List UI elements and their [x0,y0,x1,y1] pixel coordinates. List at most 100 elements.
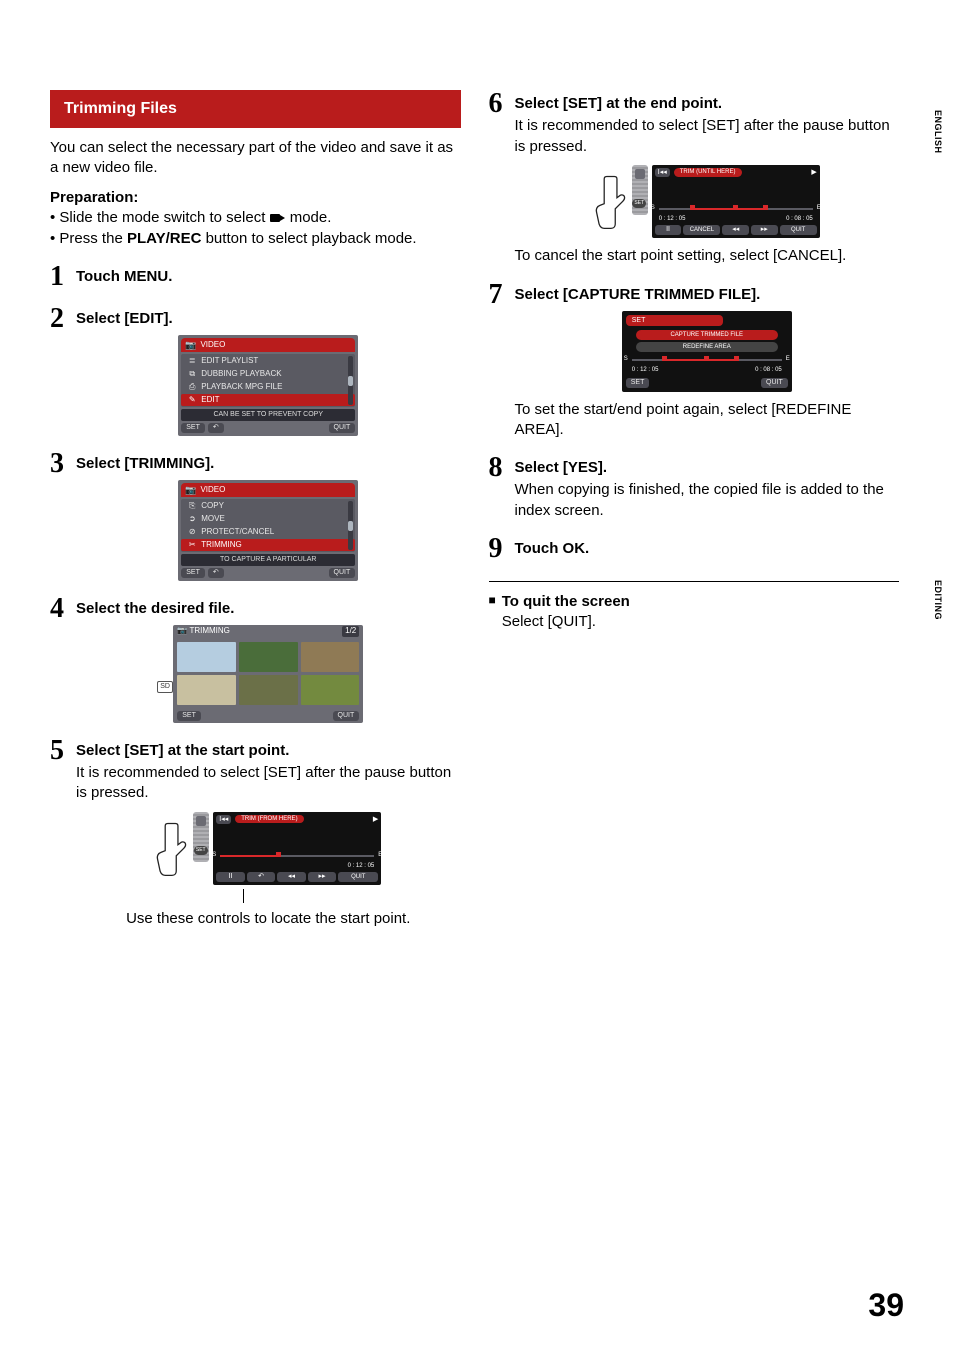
side-tab-language: ENGLISH [932,110,944,154]
ui-hint: TO CAPTURE A PARTICULAR [181,554,355,565]
touch-sidebar[interactable]: SET [193,812,209,862]
quit-button[interactable]: QUIT [329,423,356,433]
thumbnail[interactable] [301,642,360,672]
prep-2-post: button to select playback mode. [201,230,416,247]
prep-1-pre: Slide the mode switch to select [59,209,269,226]
thumbnail[interactable] [177,642,236,672]
step-2: 2 Select [EDIT]. 📷VIDEO ≣EDIT PLAYLIST ⧉… [50,305,461,436]
list-label: EDIT [201,395,219,406]
step-7-after: To set the start/end point again, select… [515,400,900,441]
undo-button[interactable]: ↶ [247,872,276,882]
pause-button[interactable]: II [216,872,245,882]
list-icon: ⎙ [187,382,197,393]
step-6-desc: It is recommended to select [SET] after … [515,116,900,157]
hand-pointer-icon [594,172,628,232]
timecode-left: 0 : 12 : 05 [659,215,686,223]
step-1: 1 Touch MENU. [50,263,461,291]
scrollbar[interactable] [348,356,353,405]
forward-button[interactable]: ▸▸ [308,872,337,882]
camera-icon: 📷 [185,339,196,351]
thumbnail[interactable] [177,675,236,705]
step-5-screenshot: I◂◂ TRIM (FROM HERE) ▶ S E 0 : 12 : 05 [213,812,381,886]
sidebar-set[interactable]: SET [630,197,648,211]
step-6-title: Select [SET] at the end point. [515,94,900,114]
step-9: 9 Touch OK. [489,535,900,563]
forward-button[interactable]: ▸▸ [751,225,778,235]
square-bullet-icon: ■ [489,592,496,633]
step-2-number: 2 [50,305,76,436]
end-marker-label: E [817,204,821,212]
menu-edit-playlist[interactable]: ≣ EDIT PLAYLIST [181,355,355,368]
step-6-number: 6 [489,90,515,267]
list-label: PROTECT/CANCEL [201,527,274,538]
list-icon: ⊘ [187,527,197,538]
rewind-button[interactable]: ◂◂ [277,872,306,882]
start-marker-label: S [212,851,216,859]
thumbnail[interactable] [239,675,298,705]
set-button[interactable]: SET [626,378,650,388]
intro-text: You can select the necessary part of the… [50,138,461,179]
start-marker-label: S [651,204,655,212]
cancel-button[interactable]: CANCEL [683,225,720,235]
list-icon: ✂ [187,540,197,551]
quit-button[interactable]: QUIT [338,872,378,882]
thumbnail[interactable] [239,642,298,672]
play-icon[interactable]: ▶ [811,168,816,177]
menu-trimming[interactable]: ✂TRIMMING [181,539,355,552]
list-label: MOVE [201,514,225,525]
play-icon[interactable]: ▶ [373,815,378,824]
quit-button[interactable]: QUIT [761,378,788,388]
step-3-screenshot: 📷VIDEO ⎘COPY ➲MOVE ⊘PROTECT/CANCEL ✂TRIM… [178,480,358,581]
step-5-caption: Use these controls to locate the start p… [76,909,461,929]
quit-button[interactable]: QUIT [329,568,356,578]
set-button[interactable]: SET [181,423,205,433]
step-5: 5 Select [SET] at the start point. It is… [50,737,461,930]
menu-move[interactable]: ➲MOVE [181,513,355,526]
list-label: EDIT PLAYLIST [201,356,258,367]
menu-copy[interactable]: ⎘COPY [181,500,355,513]
note-body: Select [QUIT]. [502,612,630,632]
thumb-header-label: TRIMMING [189,626,229,637]
rewind-button[interactable]: ◂◂ [722,225,749,235]
set-button[interactable]: SET [181,568,205,578]
timecode-right: 0 : 08 : 05 [786,215,813,223]
set-button[interactable]: SET [177,711,201,721]
back-button[interactable]: ↶ [208,568,224,578]
step-7-screenshot: SET CAPTURE TRIMMED FILE REDEFINE AREA S… [622,311,792,392]
prep-1-post: mode. [286,209,332,226]
quit-button[interactable]: QUIT [780,225,817,235]
step-3-title: Select [TRIMMING]. [76,454,461,474]
back-button[interactable]: ↶ [208,423,224,433]
skip-back-button[interactable]: I◂◂ [655,168,670,177]
note-title: To quit the screen [502,592,630,612]
step-4-title: Select the desired file. [76,599,461,619]
step-1-title: Touch MENU. [76,267,461,287]
step-6-screenshot: I◂◂ TRIM (UNTIL HERE) ▶ S E [652,165,820,239]
camera-icon: 📷 [177,626,187,637]
section-header: Trimming Files [50,90,461,128]
list-icon: ⎘ [187,501,197,512]
thumbnail[interactable] [301,675,360,705]
menu-protect-cancel[interactable]: ⊘ PROTECT/CANCEL [181,526,355,539]
capture-trimmed-option[interactable]: CAPTURE TRIMMED FILE [636,330,778,340]
pause-button[interactable]: II [655,225,682,235]
list-icon: ✎ [187,395,197,406]
scrollbar[interactable] [348,501,353,550]
set-header: SET [626,315,723,326]
step-5-number: 5 [50,737,76,930]
menu-edit[interactable]: ✎ EDIT [181,394,355,407]
preparation-list: Slide the mode switch to select mode. Pr… [50,208,461,249]
step-3-number: 3 [50,450,76,581]
list-icon: ≣ [187,356,197,367]
prep-item-2: Press the PLAY/REC button to select play… [50,229,461,249]
menu-dubbing-playback[interactable]: ⧉DUBBING PLAYBACK [181,368,355,381]
redefine-area-option[interactable]: REDEFINE AREA [636,342,778,352]
step-5-desc: It is recommended to select [SET] after … [76,763,461,804]
quit-button[interactable]: QUIT [333,711,360,721]
skip-back-button[interactable]: I◂◂ [216,815,231,824]
touch-sidebar[interactable]: SET [632,165,648,215]
right-column: 6 Select [SET] at the end point. It is r… [489,90,900,943]
step-8-title: Select [YES]. [515,458,900,478]
sidebar-set[interactable]: SET [192,844,210,858]
menu-playback-mpg[interactable]: ⎙PLAYBACK MPG FILE [181,381,355,394]
